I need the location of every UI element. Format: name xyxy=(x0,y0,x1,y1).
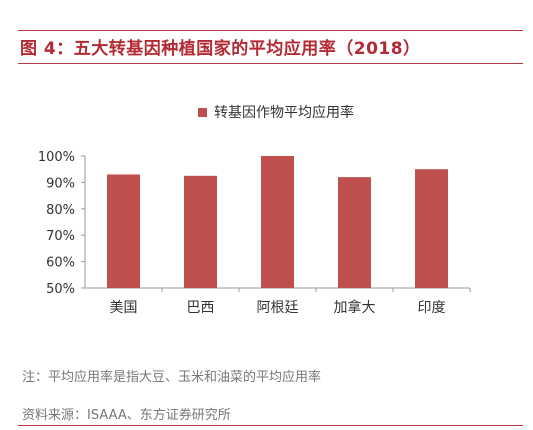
bar xyxy=(338,177,371,288)
bar xyxy=(184,175,217,288)
y-tick-label: 80% xyxy=(46,203,75,218)
x-tick-label: 印度 xyxy=(418,300,446,316)
title-divider xyxy=(18,63,523,64)
top-divider xyxy=(18,30,523,31)
bar xyxy=(107,174,140,288)
y-tick-label: 70% xyxy=(46,229,75,244)
legend-label: 转基因作物平均应用率 xyxy=(214,104,354,121)
x-tick-label: 加拿大 xyxy=(334,299,376,316)
bar-chart: 转基因作物平均应用率 50% 60% 70% 80% 90% 100% 美国 巴西 阿根廷 加拿大 印… xyxy=(38,104,471,316)
x-tick-label: 巴西 xyxy=(187,300,215,316)
legend-swatch xyxy=(198,108,207,117)
footnote: 注：平均应用率是指大豆、玉米和油菜的平均应用率 xyxy=(22,370,322,385)
figure-title: 图 4：五大转基因种植国家的平均应用率（2018） xyxy=(20,39,421,59)
bottom-divider xyxy=(18,425,523,426)
bar xyxy=(261,156,294,288)
y-tick-label: 100% xyxy=(38,150,75,165)
x-tick-label: 美国 xyxy=(110,300,138,316)
y-tick-label: 60% xyxy=(46,256,75,271)
y-tick-label: 50% xyxy=(46,282,75,297)
y-tick-label: 90% xyxy=(46,176,75,191)
source-line: 资料来源：ISAAA、东方证券研究所 xyxy=(22,408,231,423)
bar xyxy=(415,169,448,288)
x-tick-label: 阿根廷 xyxy=(257,300,299,316)
